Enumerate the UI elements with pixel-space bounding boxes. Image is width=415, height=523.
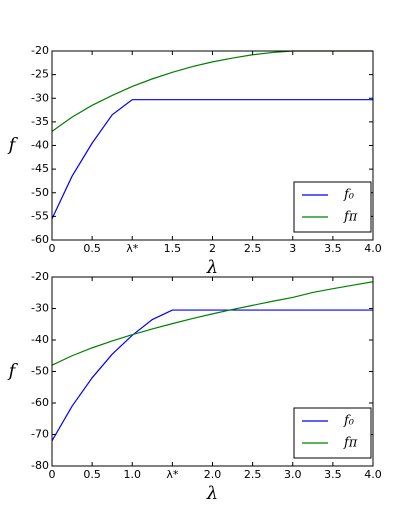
y-tick-label: -30 <box>31 91 49 104</box>
y-tick-label: -20 <box>31 270 49 283</box>
x-tick-label: 0.5 <box>83 242 101 255</box>
y-tick-label: -35 <box>31 115 49 128</box>
series-line <box>51 281 374 366</box>
series-line <box>51 99 373 219</box>
legend-box <box>293 407 372 459</box>
x-tick-label: 3.0 <box>284 468 302 481</box>
y-tick-label: -50 <box>31 186 49 199</box>
x-tick-label: 2 <box>209 242 216 255</box>
y-tick-label: -80 <box>31 459 49 472</box>
y-tick-label: -60 <box>31 396 49 409</box>
x-tick-label: 3.5 <box>324 468 342 481</box>
legend-box <box>293 181 372 233</box>
x-tick-label: λ* <box>166 468 179 481</box>
x-tick-label: 3 <box>289 242 296 255</box>
y-tick-label: -70 <box>31 428 49 441</box>
y-tick-label: -45 <box>31 162 49 175</box>
x-axis-label: λ <box>206 483 218 504</box>
x-tick-label: 1.0 <box>124 468 142 481</box>
y-tick-label: -40 <box>31 333 49 346</box>
x-tick-label: 0 <box>49 242 56 255</box>
y-tick-label: -40 <box>31 139 49 152</box>
x-tick-label: 2.5 <box>244 468 262 481</box>
y-axis-label: f <box>7 135 19 156</box>
legend-label: fπ <box>343 436 358 451</box>
y-axis-label: f <box>7 361 19 382</box>
x-tick-label: 2.0 <box>204 468 222 481</box>
x-tick-label: 3.5 <box>324 242 342 255</box>
series-line <box>51 50 373 132</box>
x-tick-label: 1.5 <box>164 242 182 255</box>
x-tick-label: 0.5 <box>83 468 101 481</box>
x-axis-label: λ <box>206 257 218 278</box>
x-tick-label: λ* <box>126 242 139 255</box>
x-tick-label: 4.0 <box>364 242 382 255</box>
y-tick-label: -50 <box>31 365 49 378</box>
y-tick-label: -30 <box>31 302 49 315</box>
legend-label: f₀ <box>343 188 355 203</box>
legend-label: fπ <box>343 210 358 225</box>
series-line <box>51 309 373 442</box>
y-tick-label: -55 <box>31 209 49 222</box>
y-tick-label: -20 <box>31 44 49 57</box>
x-tick-label: 2.5 <box>244 242 262 255</box>
x-tick-label: 0 <box>49 468 56 481</box>
y-tick-label: -25 <box>31 68 49 81</box>
x-tick-label: 4.0 <box>364 468 382 481</box>
y-tick-label: -60 <box>31 233 49 246</box>
legend-label: f₀ <box>343 414 355 429</box>
